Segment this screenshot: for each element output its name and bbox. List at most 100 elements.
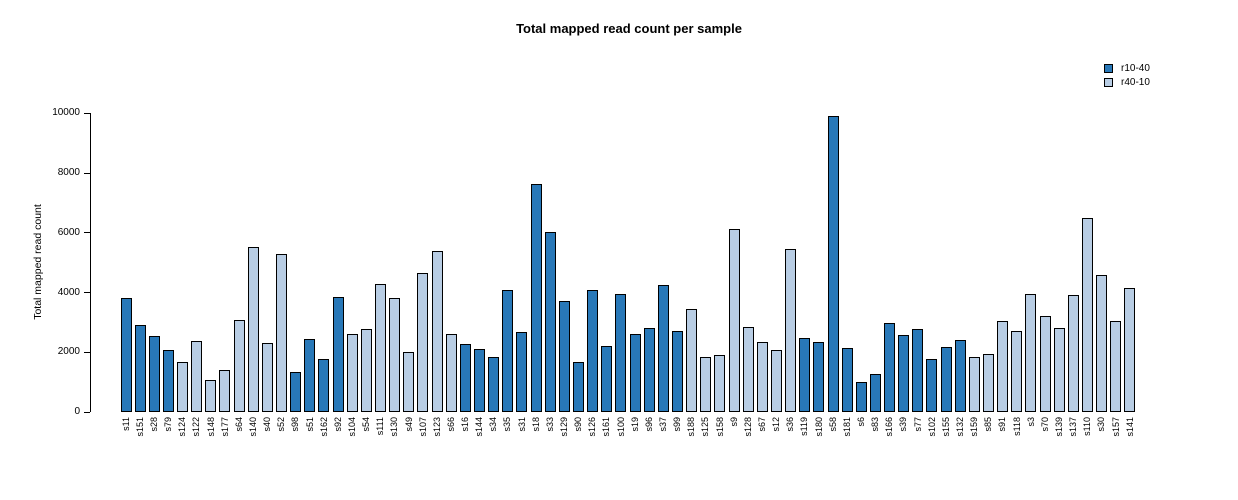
x-tick-label: s148: [206, 417, 216, 437]
x-tick-label: s11: [121, 417, 131, 431]
bar-s40: [262, 343, 273, 412]
bar-s180: [813, 342, 824, 412]
y-tick-label: 0: [74, 406, 80, 417]
x-tick-label: s36: [785, 417, 795, 432]
bar-s70: [1040, 316, 1051, 412]
bar-s51: [304, 339, 315, 412]
legend: r10-40 r40-10: [1104, 61, 1150, 89]
bar-s67: [757, 342, 768, 412]
x-tick-label: s70: [1040, 417, 1050, 432]
y-tick: [84, 172, 90, 174]
x-tick-label: s67: [757, 417, 767, 432]
bar-s166: [884, 323, 895, 412]
bar-s111: [375, 284, 386, 412]
bar-s177: [219, 370, 230, 412]
bar-s79: [163, 350, 174, 412]
x-tick-label: s39: [898, 417, 908, 432]
x-tick-label: s58: [828, 417, 838, 432]
bar-s33: [545, 232, 556, 412]
bar-s139: [1054, 328, 1065, 412]
bar-s37: [658, 285, 669, 412]
x-tick-label: s141: [1125, 417, 1135, 437]
x-tick-label: s140: [248, 417, 258, 437]
bar-s104: [347, 334, 358, 412]
x-tick-label: s155: [941, 417, 951, 437]
x-tick-label: s12: [771, 417, 781, 432]
y-tick-label: 2000: [57, 346, 80, 358]
y-tick-label: 6000: [57, 226, 80, 238]
x-tick-label: s180: [814, 417, 824, 437]
bar-s31: [516, 332, 527, 412]
bar-s144: [474, 349, 485, 412]
x-tick-label: s28: [149, 417, 159, 432]
bar-s151: [135, 325, 146, 412]
y-tick-label: 8000: [57, 167, 80, 179]
bar-s9: [729, 229, 740, 412]
bar-s28: [149, 336, 160, 412]
x-tick-label: s83: [870, 417, 880, 432]
x-tick-label: s102: [927, 417, 937, 437]
bar-s66: [446, 334, 457, 412]
y-tick-label: 10000: [52, 107, 80, 119]
bar-s30: [1096, 275, 1107, 412]
bar-s148: [205, 380, 216, 412]
x-tick-label: s111: [375, 417, 385, 436]
x-tick-label: s34: [488, 417, 498, 432]
bar-s12: [771, 350, 782, 412]
x-tick-label: s18: [531, 417, 541, 432]
bar-s181: [842, 348, 853, 412]
x-tick-label: s161: [601, 417, 611, 437]
x-tick-label: s99: [672, 417, 682, 432]
x-tick-label: s158: [715, 417, 725, 437]
bar-s137: [1068, 295, 1079, 412]
bar-s19: [630, 334, 641, 412]
legend-item-r40-10: r40-10: [1104, 75, 1150, 89]
bar-s157: [1110, 321, 1121, 412]
x-tick-label: s144: [474, 417, 484, 437]
x-tick-label: s132: [955, 417, 965, 437]
x-tick-label: s6: [856, 417, 866, 427]
bar-s18: [531, 184, 542, 412]
x-tick-label: s157: [1111, 417, 1121, 437]
x-tick-label: s54: [361, 417, 371, 432]
bar-s96: [644, 328, 655, 412]
x-tick-label: s118: [1012, 417, 1022, 436]
x-tick-label: s137: [1068, 417, 1078, 437]
x-tick-label: s159: [969, 417, 979, 437]
bar-s99: [672, 331, 683, 412]
x-tick-label: s125: [700, 417, 710, 437]
x-tick-label: s79: [163, 417, 173, 432]
y-tick-label: 4000: [57, 286, 80, 298]
bar-s119: [799, 338, 810, 412]
x-tick-label: s9: [729, 417, 739, 427]
x-tick-label: s188: [686, 417, 696, 437]
x-tick-label: s162: [319, 417, 329, 437]
x-tick-label: s19: [630, 417, 640, 432]
bar-s100: [615, 294, 626, 412]
x-tick-label: s128: [743, 417, 753, 437]
x-tick-label: s123: [432, 417, 442, 437]
bar-s102: [926, 359, 937, 412]
x-tick-label: s104: [347, 417, 357, 437]
bar-s129: [559, 301, 570, 412]
x-tick-label: s49: [404, 417, 414, 432]
bar-s124: [177, 362, 188, 412]
legend-item-r10-40: r10-40: [1104, 61, 1150, 75]
x-tick-label: s51: [305, 417, 315, 432]
bar-s85: [983, 354, 994, 412]
x-tick-label: s139: [1054, 417, 1064, 437]
bar-s126: [587, 290, 598, 412]
x-tick-label: s37: [658, 417, 668, 432]
y-tick: [84, 351, 90, 353]
bar-s155: [941, 347, 952, 412]
x-tick-label: s110: [1082, 417, 1092, 436]
x-tick-label: s151: [135, 417, 145, 437]
x-tick-label: s16: [460, 417, 470, 432]
chart-title: Total mapped read count per sample: [516, 21, 742, 36]
bar-s3: [1025, 294, 1036, 412]
legend-label-r10-40: r10-40: [1121, 62, 1150, 74]
legend-swatch-r10-40: [1104, 63, 1113, 73]
bar-s39: [898, 335, 909, 412]
y-tick: [84, 411, 90, 413]
